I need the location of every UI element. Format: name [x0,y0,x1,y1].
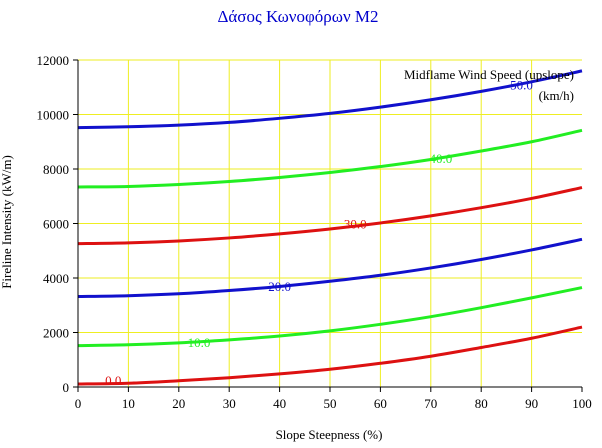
series-line-20.0 [77,237,583,299]
y-tick-label: 6000 [43,217,69,232]
series-label-10.0: 10.0 [188,335,211,350]
x-tick-label: 90 [525,396,538,411]
x-tick-label: 100 [572,396,592,411]
legend-unit: (km/h) [539,88,574,103]
series-label-50.0: 50.0 [510,78,533,93]
x-tick-label: 50 [324,396,337,411]
legend-title: Midflame Wind Speed (upslope) [404,67,574,82]
x-tick-label: 80 [475,396,488,411]
y-axis-label: Fireline Intensity (kW/m) [0,155,14,289]
x-tick-label: 40 [273,396,286,411]
curve-labels: 0.0 10.0 20.0 30.0 40.0 50.0 [105,78,533,389]
grid-lines [78,59,582,387]
y-tick-label: 10000 [37,108,70,123]
series-label-20.0: 20.0 [268,279,291,294]
series-lines [77,69,583,386]
series-line-0.0 [77,325,583,386]
y-tick-label: 4000 [43,271,69,286]
x-tick-label: 0 [75,396,82,411]
y-tick-label: 2000 [43,326,69,341]
x-tick-label: 70 [424,396,437,411]
series-line-10.0 [77,286,583,348]
x-tick-label: 10 [122,396,135,411]
series-label-0.0: 0.0 [105,373,121,388]
y-tick-label: 12000 [37,53,70,68]
series-line-50.0 [77,69,583,130]
series-line-30.0 [77,186,583,246]
y-tick-label: 0 [63,380,70,395]
series-label-30.0: 30.0 [344,217,367,232]
x-tick-label: 60 [374,396,387,411]
series-line-40.0 [77,128,583,189]
x-tick-label: 20 [172,396,185,411]
chart-title: Δάσος Κωνοφόρων M2 [217,7,378,26]
series-label-40.0: 40.0 [430,151,453,166]
x-tick-label: 30 [223,396,236,411]
x-axis-label: Slope Steepness (%) [276,427,383,442]
axes: 0 10 20 30 40 50 60 70 80 90 100 0 2000 4000 6000 8000 1… [37,53,592,411]
y-tick-label: 8000 [43,162,69,177]
